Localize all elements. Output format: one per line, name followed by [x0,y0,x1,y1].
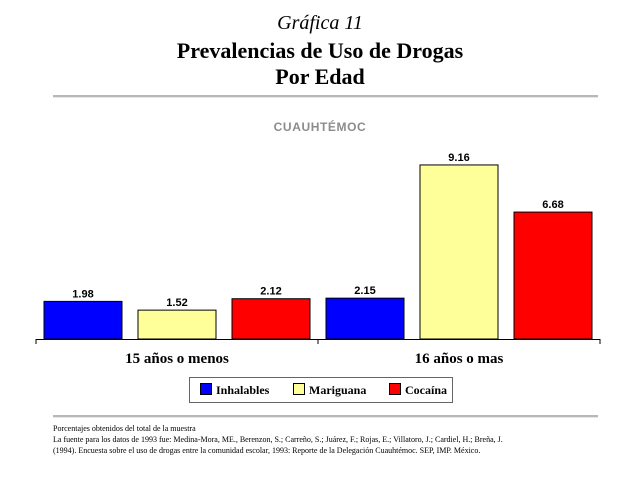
title-line-1: Prevalencias de Uso de Drogas [176,38,464,63]
source-line-1: La fuente para los datos de 1993 fue: Me… [53,435,503,444]
bar-3-2 [513,211,593,340]
legend-item-cocaina: Cocaína [389,383,447,397]
value-label: 9.16 [448,152,469,164]
legend-label-cocaina: Cocaína [405,383,447,397]
legend-swatch-mariguana [293,383,305,395]
title-line-2: Por Edad [275,64,365,89]
page-title: Prevalencias de Uso de Drogas Por Edad [0,38,640,90]
top-divider [53,95,598,98]
legend-item-inhalables: Inhalables [200,383,269,397]
bar-2-1 [137,309,217,340]
value-label: 1.98 [72,288,93,300]
legend-swatch-inhalables [200,383,212,395]
category-label: 15 años o menos [125,351,229,367]
figure-label: Gráfica 11 [277,12,363,34]
value-label: 1.52 [166,297,187,309]
chart-title: CUAUHTÉMOC [274,119,367,134]
bar-2-2 [419,164,499,340]
legend-item-mariguana: Mariguana [293,383,366,397]
value-label: 6.68 [542,199,563,211]
legend-label-mariguana: Mariguana [309,383,367,397]
legend-swatch-cocaina [389,383,401,395]
source-line-2: (1994). Encuesta sobre el uso de drogas … [53,446,481,455]
legend-label-inhalables: Inhalables [216,383,270,397]
bar-3-1 [231,298,311,340]
value-label: 2.15 [354,285,375,297]
category-label: 16 años o mas [415,351,504,367]
note-sample: Porcentajes obtenidos del total de la mu… [53,424,196,433]
value-label: 2.12 [260,286,281,298]
legend: Inhalables Mariguana Cocaína [189,377,453,403]
bar-1-2 [325,297,405,340]
footnotes: Porcentajes obtenidos del total de la mu… [53,423,613,456]
bottom-divider [53,415,598,418]
bar-1-1 [43,300,123,340]
